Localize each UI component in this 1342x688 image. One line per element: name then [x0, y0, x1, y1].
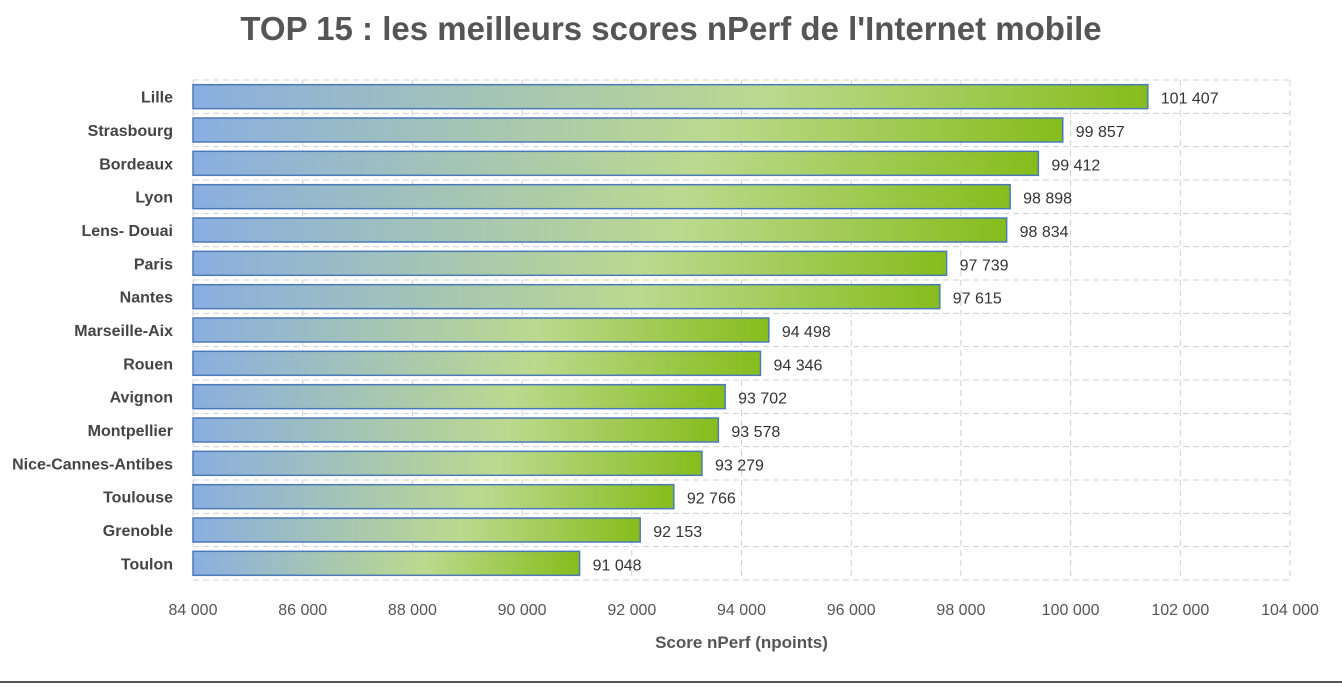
category-label: Rouen [123, 356, 173, 373]
x-tick-label: 94 000 [717, 602, 766, 619]
x-tick-label: 100 000 [1042, 602, 1100, 619]
category-label: Marseille-Aix [74, 323, 173, 340]
data-label: 92 153 [653, 524, 702, 541]
category-label: Nice-Cannes-Antibes [12, 456, 173, 473]
data-label: 92 766 [687, 491, 736, 508]
category-label: Grenoble [103, 523, 173, 540]
data-label: 91 048 [593, 557, 642, 574]
bottom-divider [0, 681, 1342, 683]
data-label: 93 702 [738, 391, 787, 408]
data-label: 97 739 [960, 257, 1009, 274]
bar [192, 550, 581, 577]
bar [192, 150, 1040, 177]
data-label: 94 498 [782, 324, 831, 341]
category-label: Nantes [120, 290, 173, 307]
data-label: 97 615 [953, 291, 1002, 308]
category-label: Avignon [110, 390, 173, 407]
category-label: Bordeaux [99, 156, 173, 173]
bar [192, 350, 762, 377]
bar [192, 450, 703, 477]
category-label: Strasbourg [88, 123, 173, 140]
bar [192, 483, 675, 510]
category-label: Toulouse [103, 490, 173, 507]
x-tick-label: 92 000 [607, 602, 656, 619]
data-label: 94 346 [773, 357, 822, 374]
category-label: Montpellier [88, 423, 173, 440]
x-tick-label: 84 000 [169, 602, 218, 619]
category-label: Toulon [121, 556, 173, 573]
x-axis-title: Score nPerf (npoints) [655, 633, 828, 652]
bar [192, 417, 720, 443]
bar [192, 283, 941, 310]
x-tick-label: 102 000 [1151, 602, 1209, 619]
data-label: 93 578 [731, 424, 780, 441]
bar [192, 317, 770, 343]
data-label: 101 407 [1161, 91, 1219, 108]
x-tick-label: 98 000 [936, 602, 985, 619]
category-label: Lyon [135, 190, 173, 207]
bar [192, 383, 726, 410]
data-label: 99 412 [1051, 157, 1100, 174]
data-label: 93 279 [715, 457, 764, 474]
category-label: Lens- Douai [81, 223, 173, 240]
bar [192, 183, 1011, 210]
x-tick-label: 90 000 [498, 602, 547, 619]
chart-title: TOP 15 : les meilleurs scores nPerf de l… [240, 10, 1102, 47]
x-tick-label: 88 000 [388, 602, 437, 619]
category-label: Lille [141, 90, 173, 107]
bar [192, 517, 641, 543]
bar [192, 83, 1149, 110]
category-label: Paris [134, 256, 173, 273]
x-tick-label: 104 000 [1261, 602, 1319, 619]
bar [192, 117, 1064, 143]
data-label: 98 834 [1020, 224, 1069, 241]
x-tick-label: 86 000 [278, 602, 327, 619]
bar [192, 250, 948, 277]
data-label: 98 898 [1023, 191, 1072, 208]
bar [192, 217, 1008, 243]
data-label: 99 857 [1076, 124, 1125, 141]
x-tick-label: 96 000 [827, 602, 876, 619]
